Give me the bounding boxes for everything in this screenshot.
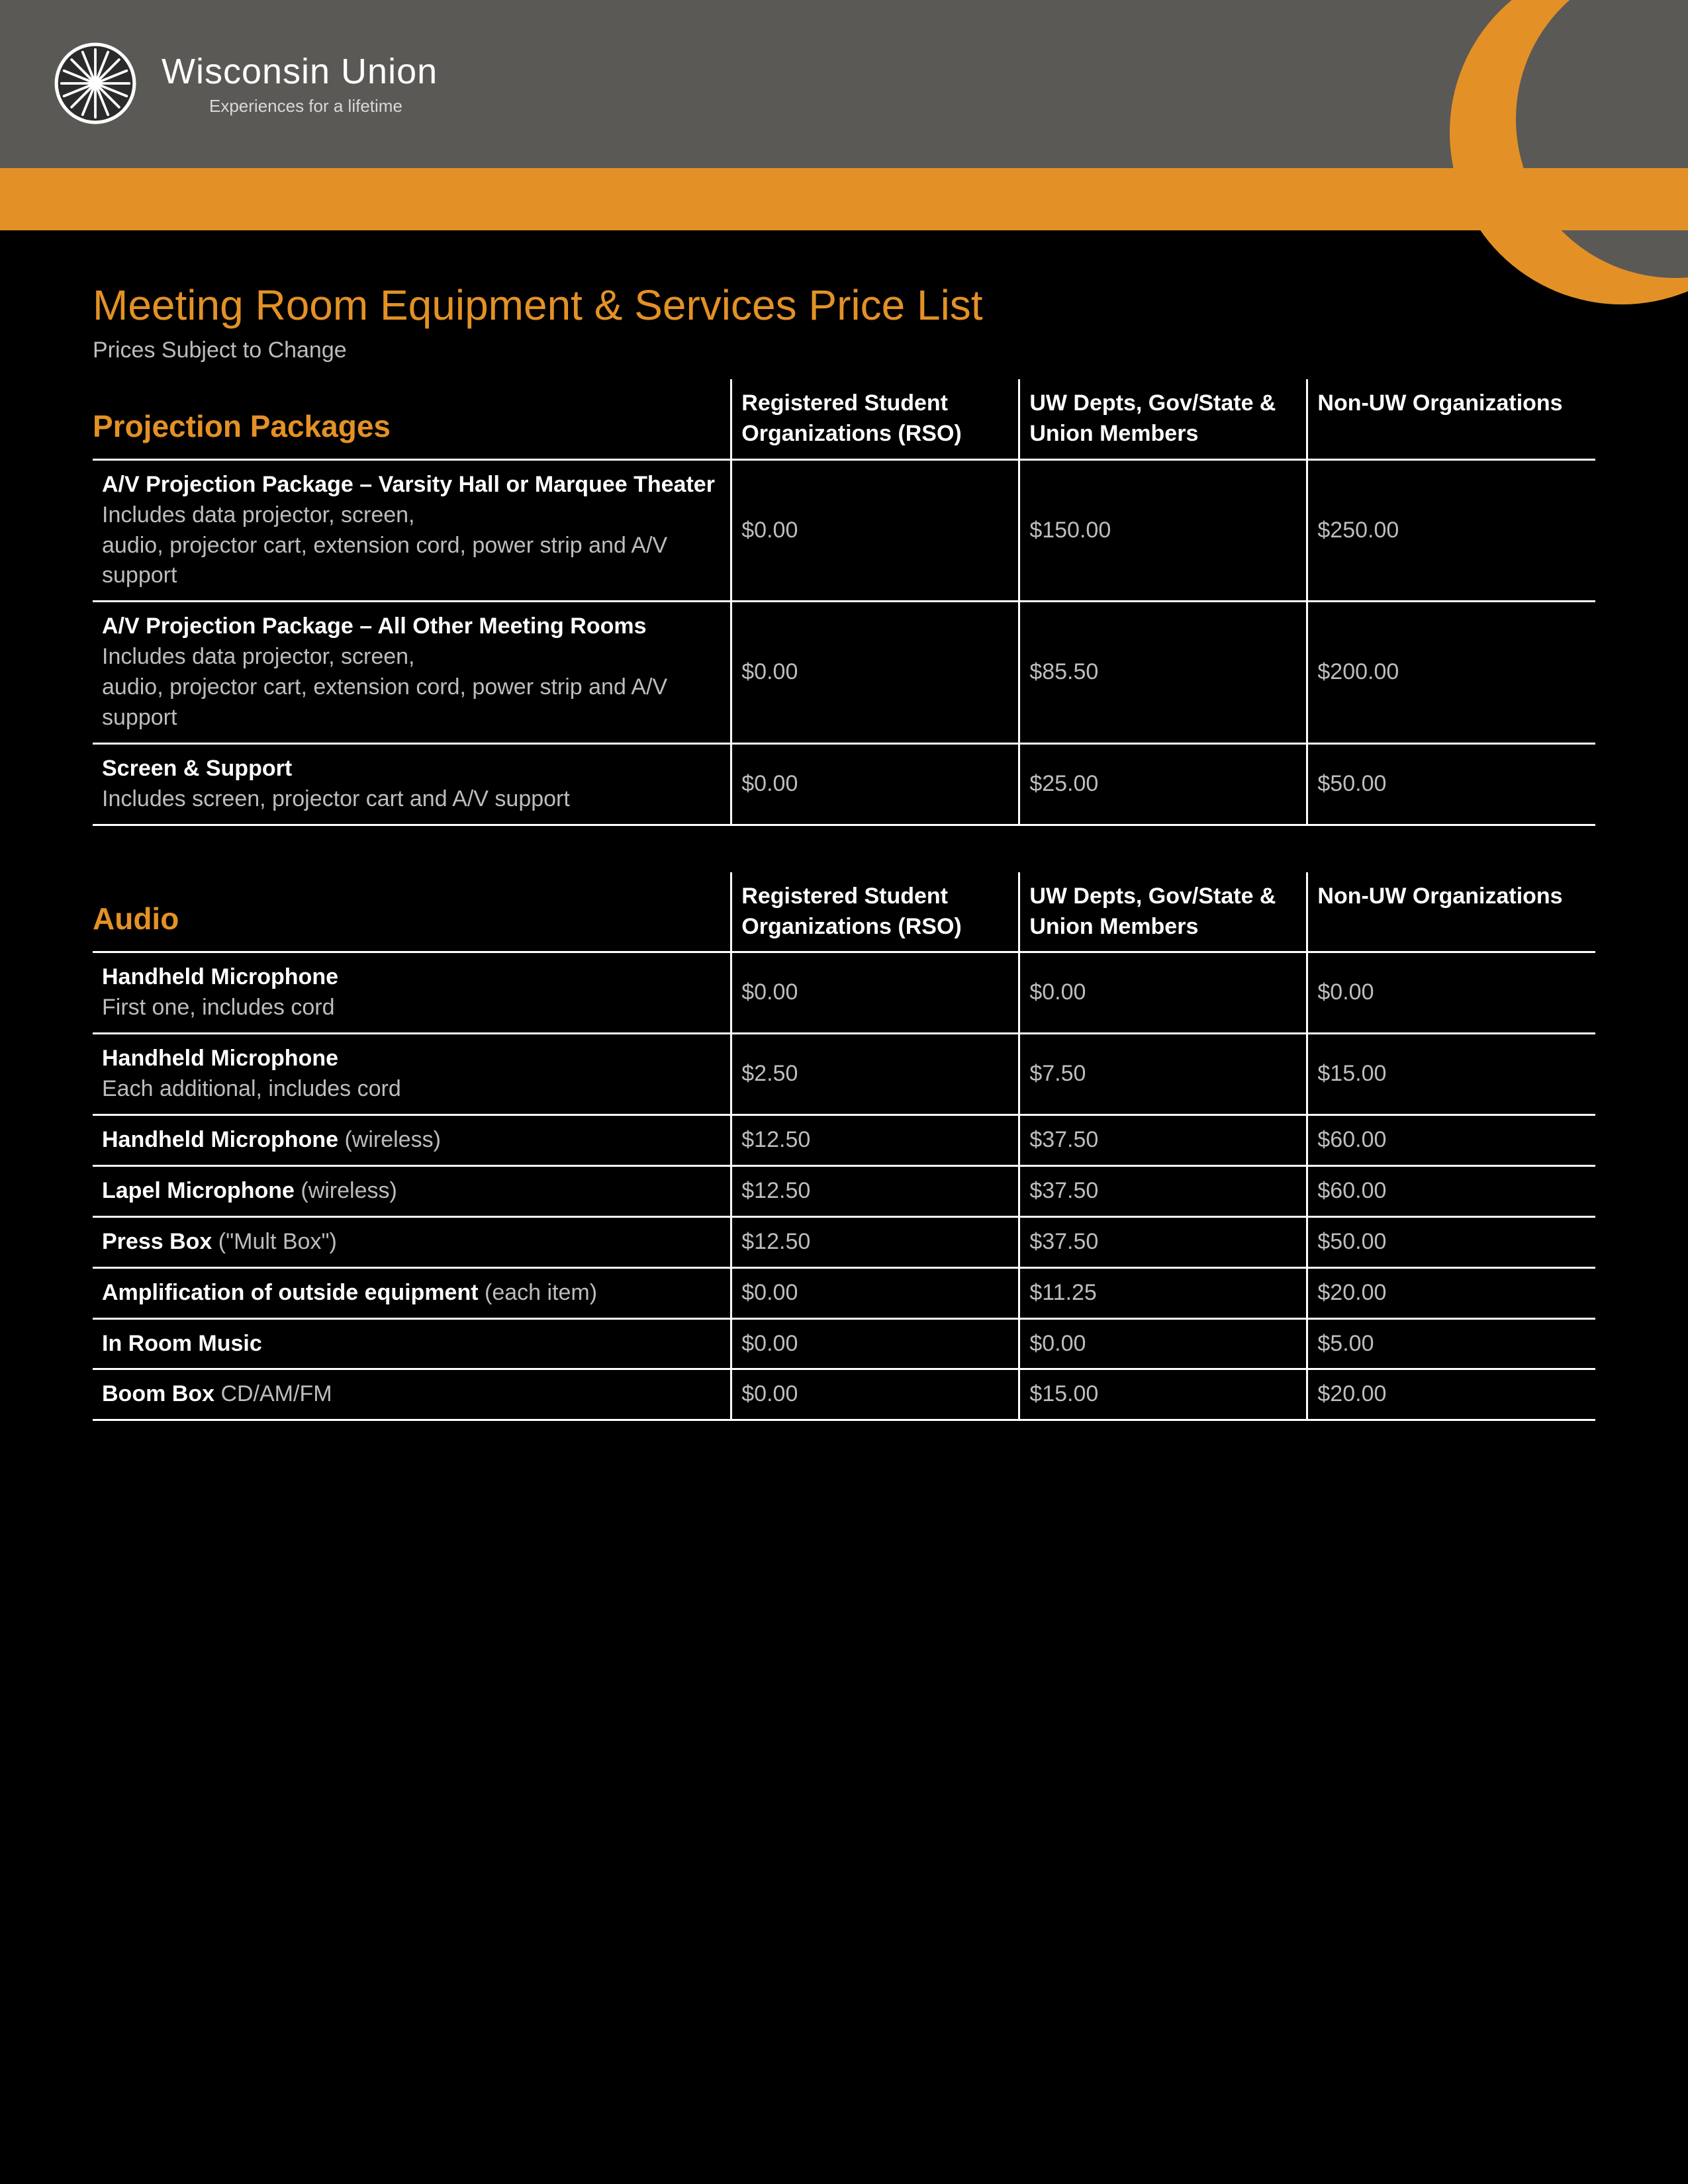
column-header: Non-UW Organizations [1307,379,1595,459]
price-cell: $50.00 [1307,1216,1595,1267]
item-title: Amplification of outside equipment [102,1280,479,1305]
item-cell: Screen & Support Includes screen, project… [93,743,731,825]
item-title: Screen & Support [102,756,292,781]
table-row: A/V Projection Package – Varsity Hall or… [93,459,1595,602]
page-title: Meeting Room Equipment & Services Price … [93,281,1595,330]
price-cell: $5.00 [1307,1318,1595,1369]
price-cell: $11.25 [1019,1267,1307,1318]
price-cell: $60.00 [1307,1115,1595,1166]
column-header: UW Depts, Gov/State & Union Members [1019,379,1307,459]
header-orange-strip [0,168,1688,230]
table-row: Screen & Support Includes screen, project… [93,743,1595,825]
item-cell: In Room Music [93,1318,731,1369]
price-cell: $0.00 [731,1267,1019,1318]
price-cell: $200.00 [1307,602,1595,744]
item-paren: (each item) [485,1280,597,1305]
price-cell: $20.00 [1307,1369,1595,1420]
table-row: Lapel Microphone (wireless)$12.50$37.50$… [93,1165,1595,1216]
item-cell: A/V Projection Package – All Other Meeti… [93,602,731,744]
item-title: Lapel Microphone [102,1178,295,1203]
price-cell: $20.00 [1307,1267,1595,1318]
item-paren: ("Mult Box") [218,1229,337,1254]
item-cell: Press Box ("Mult Box") [93,1216,731,1267]
price-cell: $0.00 [731,1318,1019,1369]
item-title: Handheld Microphone [102,1046,338,1071]
item-desc: First one, includes cord [102,993,721,1023]
item-cell: Amplification of outside equipment (each… [93,1267,731,1318]
item-title: Press Box [102,1229,212,1254]
price-cell: $0.00 [1307,952,1595,1034]
table-row: In Room Music$0.00$0.00$5.00 [93,1318,1595,1369]
price-cell: $15.00 [1019,1369,1307,1420]
item-cell: Boom Box CD/AM/FM [93,1369,731,1420]
price-tables-host: Projection PackagesRegistered Student Or… [93,379,1595,1421]
price-cell: $0.00 [731,952,1019,1034]
table-row: Press Box ("Mult Box")$12.50$37.50$50.00 [93,1216,1595,1267]
section-heading: Projection Packages [93,379,731,459]
item-desc: Includes data projector, screen, audio, … [102,642,721,733]
item-title: Boom Box [102,1381,214,1406]
page-subtitle: Prices Subject to Change [93,338,1595,363]
item-cell: A/V Projection Package – Varsity Hall or… [93,459,731,602]
item-title: A/V Projection Package – All Other Meeti… [102,614,647,639]
page-content: Meeting Room Equipment & Services Price … [93,281,1595,1467]
price-cell: $0.00 [731,1369,1019,1420]
brand-logo-block: Wisconsin Union Experiences for a lifeti… [53,41,438,126]
price-cell: $250.00 [1307,459,1595,602]
price-table: AudioRegistered Student Organizations (R… [93,872,1595,1422]
price-cell: $50.00 [1307,743,1595,825]
price-cell: $25.00 [1019,743,1307,825]
table-row: A/V Projection Package – All Other Meeti… [93,602,1595,744]
item-cell: Handheld Microphone (wireless) [93,1115,731,1166]
item-paren: (wireless) [301,1178,397,1203]
item-paren: (wireless) [344,1127,440,1152]
item-cell: Handheld Microphone First one, includes c… [93,952,731,1034]
price-cell: $2.50 [731,1034,1019,1115]
price-cell: $12.50 [731,1216,1019,1267]
item-desc: Includes screen, projector cart and A/V … [102,784,721,815]
price-cell: $0.00 [1019,952,1307,1034]
table-row: Handheld Microphone (wireless)$12.50$37.… [93,1115,1595,1166]
brand-title: Wisconsin Union [162,51,438,92]
price-cell: $15.00 [1307,1034,1595,1115]
table-row: Amplification of outside equipment (each… [93,1267,1595,1318]
section-heading: Audio [93,872,731,952]
price-cell: $0.00 [731,743,1019,825]
price-table: Projection PackagesRegistered Student Or… [93,379,1595,826]
price-cell: $12.50 [731,1165,1019,1216]
column-header: Non-UW Organizations [1307,872,1595,952]
table-row: Boom Box CD/AM/FM$0.00$15.00$20.00 [93,1369,1595,1420]
price-cell: $0.00 [731,602,1019,744]
item-desc: Includes data projector, screen, audio, … [102,500,721,592]
item-cell: Lapel Microphone (wireless) [93,1165,731,1216]
price-cell: $7.50 [1019,1034,1307,1115]
price-cell: $0.00 [731,459,1019,602]
price-cell: $37.50 [1019,1115,1307,1166]
price-cell: $37.50 [1019,1165,1307,1216]
sunburst-icon [53,41,138,126]
item-title: Handheld Microphone [102,1127,338,1152]
price-cell: $60.00 [1307,1165,1595,1216]
column-header: Registered Student Organizations (RSO) [731,379,1019,459]
item-paren: CD/AM/FM [220,1381,332,1406]
table-row: Handheld Microphone First one, includes c… [93,952,1595,1034]
item-title: Handheld Microphone [102,964,338,989]
item-title: In Room Music [102,1331,262,1356]
column-header: UW Depts, Gov/State & Union Members [1019,872,1307,952]
item-cell: Handheld Microphone Each additional, incl… [93,1034,731,1115]
price-cell: $150.00 [1019,459,1307,602]
price-cell: $37.50 [1019,1216,1307,1267]
column-header: Registered Student Organizations (RSO) [731,872,1019,952]
table-row: Handheld Microphone Each additional, incl… [93,1034,1595,1115]
price-cell: $12.50 [731,1115,1019,1166]
item-title: A/V Projection Package – Varsity Hall or… [102,472,715,497]
item-desc: Each additional, includes cord [102,1074,721,1105]
price-cell: $85.50 [1019,602,1307,744]
price-cell: $0.00 [1019,1318,1307,1369]
brand-tagline: Experiences for a lifetime [209,96,438,116]
